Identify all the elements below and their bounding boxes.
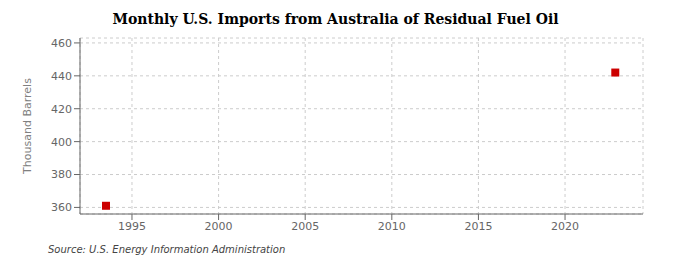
- svg-text:2005: 2005: [291, 220, 319, 233]
- html-text:Source: U.S. Energy Informatio: Source: U.S. Energy Information Administ…: [48, 244, 286, 255]
- svg-text:2000: 2000: [205, 220, 233, 233]
- svg-text:380: 380: [51, 168, 72, 181]
- svg-text:440: 440: [51, 70, 72, 83]
- svg-text:460: 460: [51, 37, 72, 50]
- html-text:Monthly U.S. Imports from Aust: Monthly U.S. Imports from Australia of R…: [112, 11, 559, 27]
- svg-text:1995: 1995: [118, 220, 146, 233]
- svg-text:360: 360: [51, 201, 72, 214]
- svg-text:2010: 2010: [378, 220, 406, 233]
- svg-text:Thousand Barrels: Thousand Barrels: [21, 78, 34, 175]
- svg-text:400: 400: [51, 136, 72, 149]
- svg-text:2015: 2015: [464, 220, 492, 233]
- svg-text:2020: 2020: [551, 220, 579, 233]
- svg-text:420: 420: [51, 103, 72, 116]
